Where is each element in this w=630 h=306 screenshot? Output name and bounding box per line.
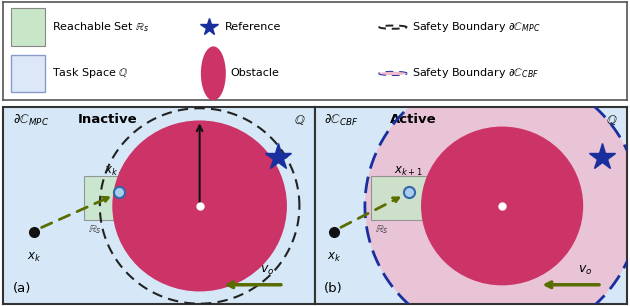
Text: Safety Boundary $\partial\mathbb{C}_{MPC}$: Safety Boundary $\partial\mathbb{C}_{MPC… — [411, 20, 541, 34]
Text: $\partial\mathbb{C}_{CBF}$: $\partial\mathbb{C}_{CBF}$ — [324, 113, 359, 129]
Text: Safety Boundary $\partial\mathbb{C}_{CBF}$: Safety Boundary $\partial\mathbb{C}_{CBF… — [411, 66, 539, 80]
Ellipse shape — [421, 127, 583, 285]
Text: $o_k$: $o_k$ — [192, 224, 207, 237]
Text: $x_{k+1}$: $x_{k+1}$ — [394, 165, 423, 178]
Text: Reachable Set $\mathbb{R}_s$: Reachable Set $\mathbb{R}_s$ — [52, 20, 149, 34]
Text: $\mathbb{R}_s$: $\mathbb{R}_s$ — [375, 223, 389, 236]
Text: $x_k$: $x_k$ — [27, 251, 42, 264]
Text: $o_k$: $o_k$ — [494, 224, 510, 237]
Bar — [371, 176, 430, 220]
Text: $r_c$: $r_c$ — [524, 163, 536, 177]
Text: (a): (a) — [13, 282, 31, 295]
Text: $\mathbb{R}_s$: $\mathbb{R}_s$ — [88, 223, 102, 236]
Text: Reference: Reference — [224, 22, 281, 32]
Text: $x_{k+1}$: $x_{k+1}$ — [104, 165, 133, 178]
Text: (b): (b) — [324, 282, 343, 295]
Text: Inactive: Inactive — [78, 113, 137, 126]
Text: Active: Active — [390, 113, 437, 126]
Text: $v_o$: $v_o$ — [260, 264, 275, 277]
Bar — [11, 55, 45, 92]
Text: $\mathbb{Q}$: $\mathbb{Q}$ — [294, 113, 306, 127]
Ellipse shape — [201, 46, 226, 101]
Ellipse shape — [379, 72, 407, 75]
Text: $x_k$: $x_k$ — [326, 251, 341, 264]
Bar — [84, 176, 144, 220]
Text: $r_o$: $r_o$ — [219, 167, 231, 181]
Text: $\mathbb{Q}$: $\mathbb{Q}$ — [606, 113, 617, 127]
Text: Task Space $\mathbb{Q}$: Task Space $\mathbb{Q}$ — [52, 66, 129, 80]
Text: $\partial\mathbb{C}_{MPC}$: $\partial\mathbb{C}_{MPC}$ — [13, 113, 49, 129]
Bar — [11, 9, 45, 46]
Text: $v_o$: $v_o$ — [578, 264, 593, 277]
Ellipse shape — [365, 72, 630, 306]
Ellipse shape — [112, 121, 287, 292]
Text: Obstacle: Obstacle — [231, 69, 280, 78]
